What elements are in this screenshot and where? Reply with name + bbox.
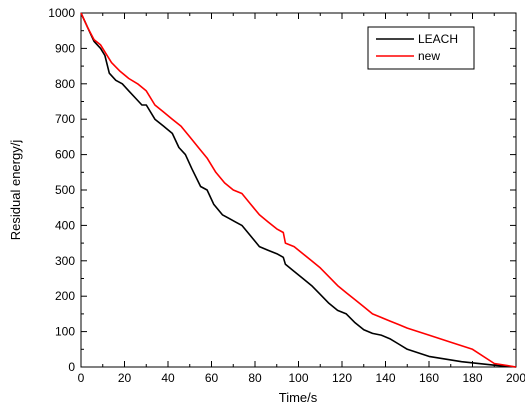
series-layer: [80, 12, 517, 368]
y-tick-label: 300: [55, 254, 75, 268]
legend-box: [367, 26, 475, 70]
x-tick-label: 180: [462, 371, 482, 385]
x-tick-label: 200: [506, 371, 525, 385]
y-tick-label: 100: [55, 325, 75, 339]
series-line-leach: [80, 12, 517, 368]
x-tick-label: 0: [78, 371, 85, 385]
y-tick-label: 1000: [48, 6, 75, 20]
x-tick-label: 60: [205, 371, 219, 385]
y-tick-label: 200: [55, 289, 75, 303]
x-axis: 0 20 40 60 80 100 120 140 160 180 200: [78, 13, 525, 385]
y-tick-label: 0: [68, 360, 75, 374]
y-tick-label: 700: [55, 112, 75, 126]
y-axis-label: Residual energy/j: [8, 140, 23, 241]
y-tick-label: 400: [55, 218, 75, 232]
y-axis: 0 100 200 300 400 500 600 700 800 900 1000: [48, 6, 516, 374]
x-axis-label: Time/s: [279, 390, 318, 405]
legend: LEACH new: [367, 26, 475, 70]
x-tick-label: 40: [161, 371, 175, 385]
legend-label-leach: LEACH: [418, 32, 458, 46]
y-tick-label: 500: [55, 183, 75, 197]
y-tick-label: 800: [55, 77, 75, 91]
y-tick-label: 900: [55, 41, 75, 55]
series-line-new: [80, 12, 517, 368]
x-tick-label: 160: [419, 371, 439, 385]
y-tick-label: 600: [55, 148, 75, 162]
x-tick-label: 120: [332, 371, 352, 385]
x-tick-label: 100: [288, 371, 308, 385]
x-tick-label: 20: [118, 371, 132, 385]
x-tick-label: 140: [375, 371, 395, 385]
x-tick-label: 80: [248, 371, 262, 385]
legend-label-new: new: [418, 49, 440, 63]
